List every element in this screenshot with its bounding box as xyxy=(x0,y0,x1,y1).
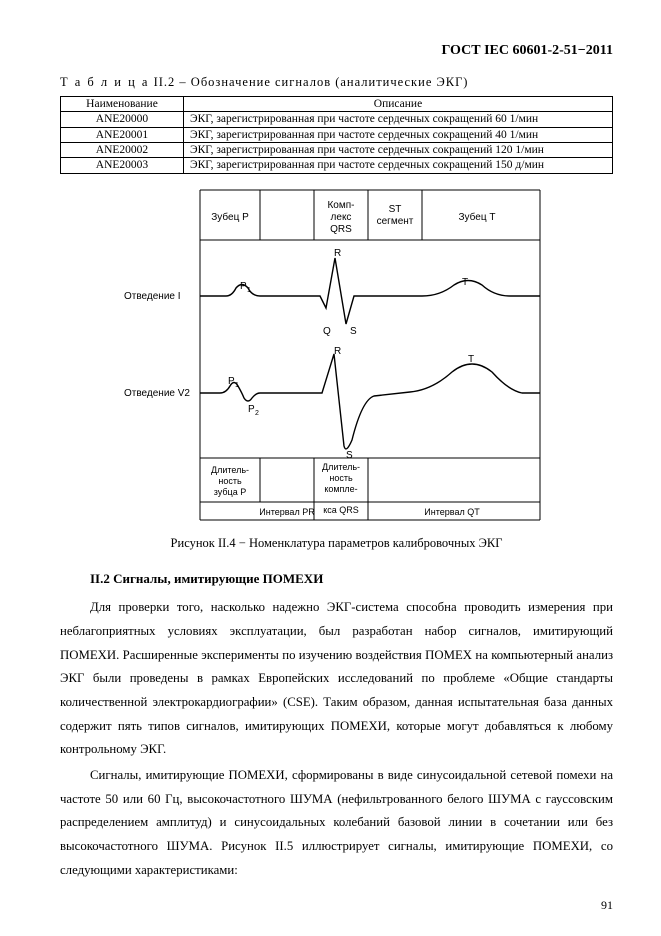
ecg-diagram: Зубец PКомп-лексQRSSTсегментЗубец TОтвед… xyxy=(122,186,552,521)
table-row: ANE20000 ЭКГ, зарегистрированная при час… xyxy=(61,112,613,127)
svg-text:Длитель-: Длитель- xyxy=(210,465,248,475)
cell-name: ANE20001 xyxy=(61,127,184,142)
svg-text:Зубец T: Зубец T xyxy=(458,211,495,223)
ecg-figure: Зубец PКомп-лексQRSSTсегментЗубец TОтвед… xyxy=(60,186,613,527)
svg-text:1: 1 xyxy=(235,382,239,389)
page-number: 91 xyxy=(601,896,613,914)
table-caption-word: Т а б л и ц а xyxy=(60,75,149,89)
svg-text:лекс: лекс xyxy=(330,212,351,223)
cell-desc: ЭКГ, зарегистрированная при частоте серд… xyxy=(184,127,613,142)
cell-desc: ЭКГ, зарегистрированная при частоте серд… xyxy=(184,158,613,173)
svg-text:Интервал PR: Интервал PR xyxy=(259,507,315,517)
svg-text:Q: Q xyxy=(323,326,331,337)
figure-caption: Рисунок II.4 − Номенклатура параметров к… xyxy=(60,534,613,553)
table-header-row: Наименование Описание xyxy=(61,96,613,111)
table-row: ANE20002 ЭКГ, зарегистрированная при час… xyxy=(61,142,613,157)
svg-text:2: 2 xyxy=(255,410,259,417)
document-code: ГОСТ IEC 60601-2-51−2011 xyxy=(60,40,613,61)
svg-text:Отведение I: Отведение I xyxy=(124,291,181,302)
table-row: ANE20001 ЭКГ, зарегистрированная при час… xyxy=(61,127,613,142)
svg-text:ность: ность xyxy=(329,473,353,483)
signals-table: Наименование Описание ANE20000 ЭКГ, заре… xyxy=(60,96,613,174)
col-name-header: Наименование xyxy=(61,96,184,111)
svg-text:S: S xyxy=(346,450,353,461)
svg-text:S: S xyxy=(350,326,357,337)
svg-text:зубца P: зубца P xyxy=(213,487,245,497)
svg-text:P: P xyxy=(248,404,255,415)
svg-text:Длитель-: Длитель- xyxy=(321,462,359,472)
svg-text:QRS: QRS xyxy=(330,224,352,235)
svg-text:Интервал QT: Интервал QT xyxy=(424,507,480,517)
cell-name: ANE20000 xyxy=(61,112,184,127)
cell-desc: ЭКГ, зарегистрированная при частоте серд… xyxy=(184,112,613,127)
svg-text:Комп-: Комп- xyxy=(327,200,354,211)
paragraph-1: Для проверки того, насколько надежно ЭКГ… xyxy=(60,596,613,762)
svg-text:P: P xyxy=(240,281,247,292)
table-caption-num: II.2 – xyxy=(154,75,187,89)
table-row: ANE20003 ЭКГ, зарегистрированная при час… xyxy=(61,158,613,173)
cell-name: ANE20002 xyxy=(61,142,184,157)
section-title: II.2 Сигналы, имитирующие ПОМЕХИ xyxy=(60,569,613,589)
svg-text:сегмент: сегмент xyxy=(376,216,413,227)
svg-text:компле-: компле- xyxy=(324,484,357,494)
svg-text:ность: ность xyxy=(218,476,242,486)
cell-name: ANE20003 xyxy=(61,158,184,173)
svg-text:1: 1 xyxy=(247,287,251,294)
svg-text:ST: ST xyxy=(388,204,401,215)
svg-text:кса QRS: кса QRS xyxy=(323,505,359,515)
svg-text:T: T xyxy=(468,354,474,365)
table-caption-text: Обозначение сигналов (аналитические ЭКГ) xyxy=(191,75,469,89)
svg-text:R: R xyxy=(334,346,341,357)
paragraph-2: Сигналы, имитирующие ПОМЕХИ, сформирован… xyxy=(60,764,613,882)
svg-text:Отведение V2: Отведение V2 xyxy=(124,388,190,399)
svg-text:Зубец P: Зубец P xyxy=(211,211,249,223)
svg-text:R: R xyxy=(334,248,341,259)
col-desc-header: Описание xyxy=(184,96,613,111)
table-caption: Т а б л и ц а II.2 – Обозначение сигнало… xyxy=(60,73,613,92)
cell-desc: ЭКГ, зарегистрированная при частоте серд… xyxy=(184,142,613,157)
svg-text:P: P xyxy=(228,376,235,387)
svg-text:T: T xyxy=(462,277,468,288)
